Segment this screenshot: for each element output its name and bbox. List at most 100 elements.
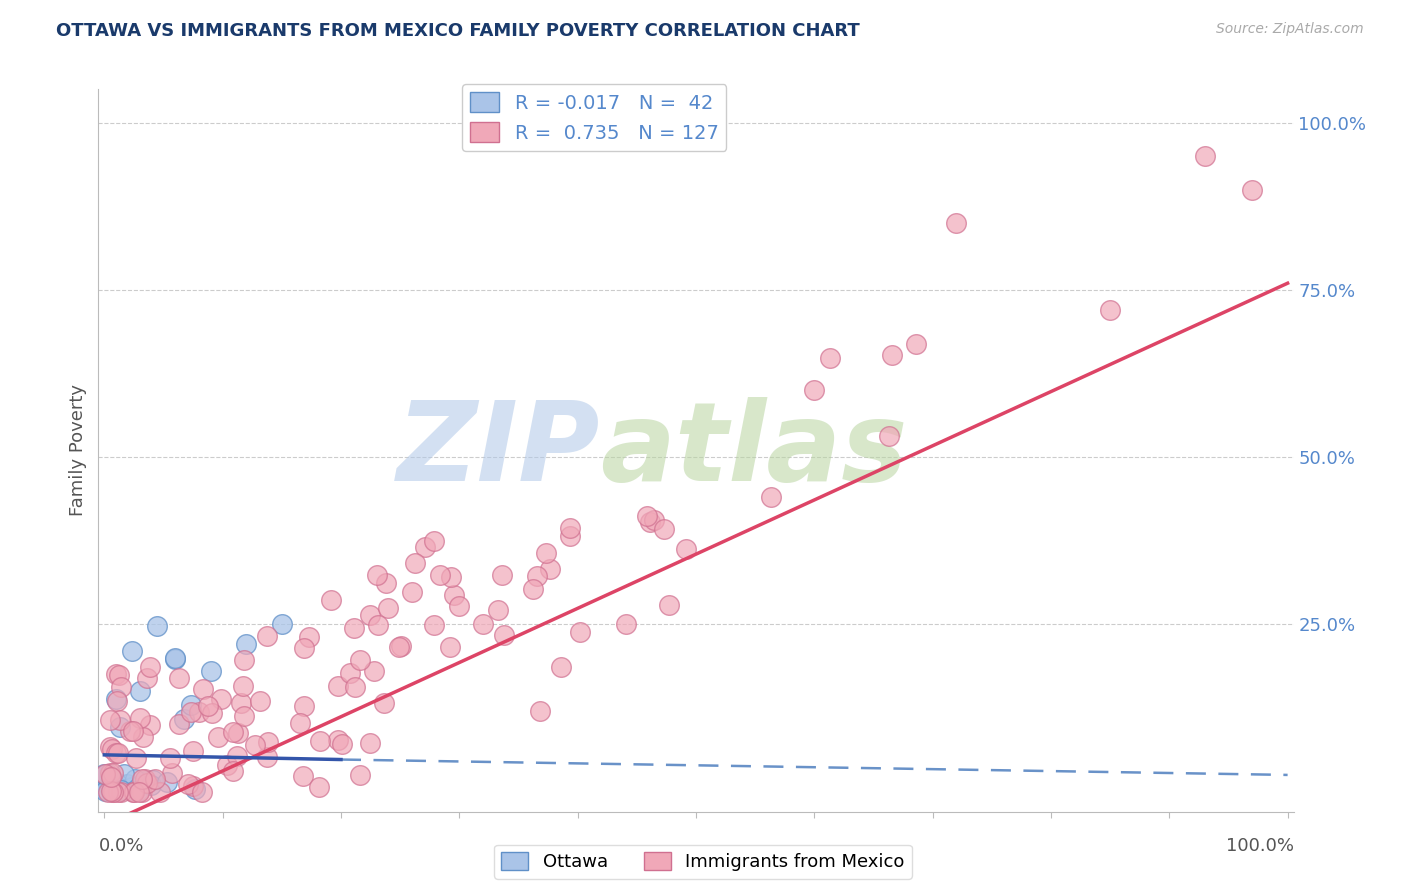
Point <box>292 769 315 783</box>
Point <box>104 691 127 706</box>
Point <box>233 653 256 667</box>
Point <box>558 521 581 535</box>
Point <box>308 780 330 794</box>
Point <box>101 742 124 756</box>
Point <box>101 785 124 799</box>
Text: 0.0%: 0.0% <box>98 837 143 855</box>
Point <box>249 694 271 708</box>
Point <box>100 782 122 797</box>
Point <box>256 630 278 644</box>
Point <box>183 782 205 797</box>
Point <box>359 735 381 749</box>
Point <box>135 671 157 685</box>
Point <box>100 783 122 797</box>
Point <box>105 666 128 681</box>
Point <box>191 785 214 799</box>
Point <box>110 785 132 799</box>
Point <box>222 764 245 778</box>
Point <box>107 746 129 760</box>
Point <box>101 765 124 780</box>
Point <box>328 733 350 747</box>
Point <box>558 529 581 543</box>
Point <box>243 738 266 752</box>
Point <box>122 785 145 799</box>
Point <box>167 716 190 731</box>
Point <box>139 659 162 673</box>
Point <box>112 782 135 797</box>
Point <box>105 780 128 794</box>
Point <box>120 782 142 797</box>
Point <box>643 513 665 527</box>
Point <box>472 616 495 631</box>
Point <box>343 621 366 635</box>
Point <box>1099 303 1122 318</box>
Point <box>439 640 461 655</box>
Point <box>96 783 118 797</box>
Point <box>160 766 183 780</box>
Point <box>108 713 131 727</box>
Point <box>256 750 278 764</box>
Point <box>98 780 121 795</box>
Point <box>105 774 128 789</box>
Point <box>367 617 389 632</box>
Point <box>377 600 399 615</box>
Point <box>818 351 841 365</box>
Point <box>94 784 117 798</box>
Point <box>94 767 117 781</box>
Point <box>97 780 120 795</box>
Point <box>107 785 129 799</box>
Point <box>209 692 232 706</box>
Point <box>127 784 149 798</box>
Text: OTTAWA VS IMMIGRANTS FROM MEXICO FAMILY POVERTY CORRELATION CHART: OTTAWA VS IMMIGRANTS FROM MEXICO FAMILY … <box>56 22 860 40</box>
Point <box>112 766 135 780</box>
Point <box>121 780 143 794</box>
Point <box>104 780 127 795</box>
Point <box>658 599 681 613</box>
Point <box>526 569 548 583</box>
Point <box>159 751 181 765</box>
Point <box>139 778 162 792</box>
Point <box>181 744 204 758</box>
Point <box>110 782 132 797</box>
Point <box>145 618 167 632</box>
Point <box>98 713 121 727</box>
Point <box>319 592 342 607</box>
Point <box>149 785 172 799</box>
Point <box>124 772 146 786</box>
Point <box>675 542 697 557</box>
Point <box>97 767 120 781</box>
Point <box>118 724 141 739</box>
Point <box>207 730 229 744</box>
Point <box>101 785 124 799</box>
Point <box>125 751 148 765</box>
Point <box>121 644 143 658</box>
Point <box>905 337 928 351</box>
Point <box>225 748 247 763</box>
Point <box>221 725 243 739</box>
Point <box>105 694 128 708</box>
Point <box>131 772 153 786</box>
Point <box>363 665 385 679</box>
Point <box>803 384 825 398</box>
Point <box>156 775 179 789</box>
Point <box>413 540 436 554</box>
Point <box>614 617 637 632</box>
Point <box>108 667 131 681</box>
Point <box>449 599 471 613</box>
Point <box>636 508 658 523</box>
Point <box>97 785 120 799</box>
Point <box>292 699 315 714</box>
Point <box>191 681 214 696</box>
Point <box>101 782 124 797</box>
Point <box>200 664 222 679</box>
Point <box>197 698 219 713</box>
Y-axis label: Family Poverty: Family Poverty <box>69 384 87 516</box>
Point <box>187 705 209 719</box>
Point <box>173 713 195 727</box>
Point <box>877 429 900 443</box>
Point <box>359 608 381 623</box>
Point <box>568 624 591 639</box>
Text: 100.0%: 100.0% <box>1226 837 1294 855</box>
Point <box>129 778 152 792</box>
Point <box>373 696 395 710</box>
